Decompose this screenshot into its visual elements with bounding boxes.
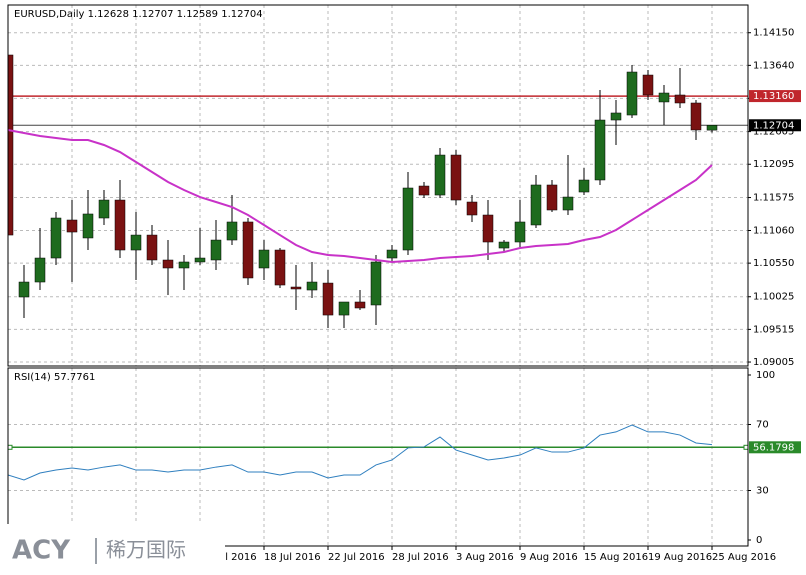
y-tick-label: 1.12605 bbox=[753, 127, 794, 138]
candle-body bbox=[370, 261, 382, 306]
hline-label-bg bbox=[749, 90, 801, 103]
moving-average bbox=[8, 129, 713, 263]
candle-body bbox=[402, 187, 414, 251]
x-tick-label: 28 Jul 2016 bbox=[392, 552, 449, 563]
candle-body bbox=[594, 119, 606, 181]
candle-body bbox=[8, 54, 14, 236]
x-tick-label: 9 Aug 2016 bbox=[520, 552, 578, 563]
candle-body bbox=[466, 201, 478, 216]
x-tick-label: 22 Jul 2016 bbox=[328, 552, 385, 563]
x-tick-label: 12 Jul 2016 bbox=[200, 552, 257, 563]
candle-body bbox=[162, 259, 174, 269]
level-label: 56.1798 bbox=[753, 442, 794, 453]
y-tick-label: 1.13640 bbox=[753, 60, 794, 71]
candle-body bbox=[562, 196, 574, 211]
candle-body bbox=[354, 301, 366, 309]
rsi-frame bbox=[7, 367, 749, 547]
candle-body bbox=[34, 257, 46, 283]
candle-body bbox=[514, 221, 526, 243]
x-tick-label: 19 Aug 2016 bbox=[648, 552, 712, 563]
y-tick-label: 1.10025 bbox=[753, 292, 794, 303]
candle-body bbox=[306, 281, 318, 291]
candle-body bbox=[258, 249, 270, 269]
candle-body bbox=[226, 221, 238, 241]
y-tick-label: 1.09005 bbox=[753, 357, 794, 368]
x-tick-label: 15 Aug 2016 bbox=[584, 552, 648, 563]
rsi-pane bbox=[8, 368, 748, 546]
candle-body bbox=[674, 94, 686, 104]
candle-body bbox=[146, 234, 158, 261]
y-tick-label: 1.14150 bbox=[753, 28, 794, 39]
watermark-bg bbox=[0, 524, 225, 575]
hline-label: 1.13160 bbox=[753, 91, 794, 102]
candle-body bbox=[130, 234, 142, 251]
price-frame bbox=[7, 4, 749, 367]
y-tick-label: 100 bbox=[756, 370, 775, 381]
candle-body bbox=[482, 214, 494, 243]
candle-body bbox=[626, 71, 638, 116]
bid-label: 1.12704 bbox=[753, 120, 794, 131]
candle-body bbox=[450, 154, 462, 201]
axes bbox=[7, 4, 749, 547]
candle-body bbox=[386, 249, 398, 259]
candle-body bbox=[242, 221, 254, 279]
y-tick-label: 1.10550 bbox=[753, 258, 794, 269]
candle-body bbox=[658, 92, 670, 103]
rsi-line bbox=[8, 424, 713, 481]
bid-label-bg bbox=[749, 119, 801, 132]
y-tick-label: 0 bbox=[756, 535, 762, 546]
candle-body bbox=[274, 249, 286, 286]
candle-body bbox=[98, 199, 110, 219]
candle-body bbox=[66, 219, 78, 233]
watermark: ACY 稀万国际 bbox=[0, 524, 225, 575]
y-tick-label: 1.11575 bbox=[753, 193, 794, 204]
candle-body bbox=[546, 184, 558, 211]
y-tick-label: 1.12095 bbox=[753, 159, 794, 170]
candle-body bbox=[578, 179, 590, 193]
candle-body bbox=[338, 301, 350, 316]
candle-body bbox=[418, 185, 430, 196]
watermark-brand: ACY bbox=[12, 536, 71, 566]
rsi-title: RSI(14) 57.7761 bbox=[14, 372, 95, 383]
candle-body bbox=[18, 281, 30, 298]
x-tick-label: 18 Jul 2016 bbox=[264, 552, 321, 563]
candle-body bbox=[610, 112, 622, 121]
x-tick-label: 25 Aug 2016 bbox=[712, 552, 776, 563]
candle-body bbox=[50, 217, 62, 259]
candle-body bbox=[706, 125, 718, 131]
candle-body bbox=[290, 286, 302, 290]
candle-body bbox=[114, 199, 126, 251]
candle-body bbox=[498, 241, 510, 249]
y-tick-label: 30 bbox=[756, 486, 769, 497]
candle-body bbox=[434, 154, 446, 196]
candle-body bbox=[642, 74, 654, 96]
y-tick-label: 1.09515 bbox=[753, 324, 794, 335]
y-tick-label: 70 bbox=[756, 420, 769, 431]
price-pane bbox=[8, 5, 748, 366]
level-handle bbox=[8, 444, 13, 450]
candle-body bbox=[530, 184, 542, 226]
candle-body bbox=[178, 261, 190, 269]
x-tick-label: 3 Aug 2016 bbox=[456, 552, 514, 563]
y-tick-label: 1.11060 bbox=[753, 225, 794, 236]
candle-body bbox=[194, 257, 206, 263]
watermark-name: 稀万国际 bbox=[106, 538, 186, 562]
chart-title: EURUSD,Daily 1.12628 1.12707 1.12589 1.1… bbox=[14, 9, 263, 20]
candle-body bbox=[322, 282, 334, 316]
level-handle bbox=[743, 444, 748, 450]
candle-body bbox=[82, 213, 94, 239]
candle-body bbox=[690, 102, 702, 131]
candle-body bbox=[210, 239, 222, 261]
level-label-bg bbox=[749, 441, 801, 454]
